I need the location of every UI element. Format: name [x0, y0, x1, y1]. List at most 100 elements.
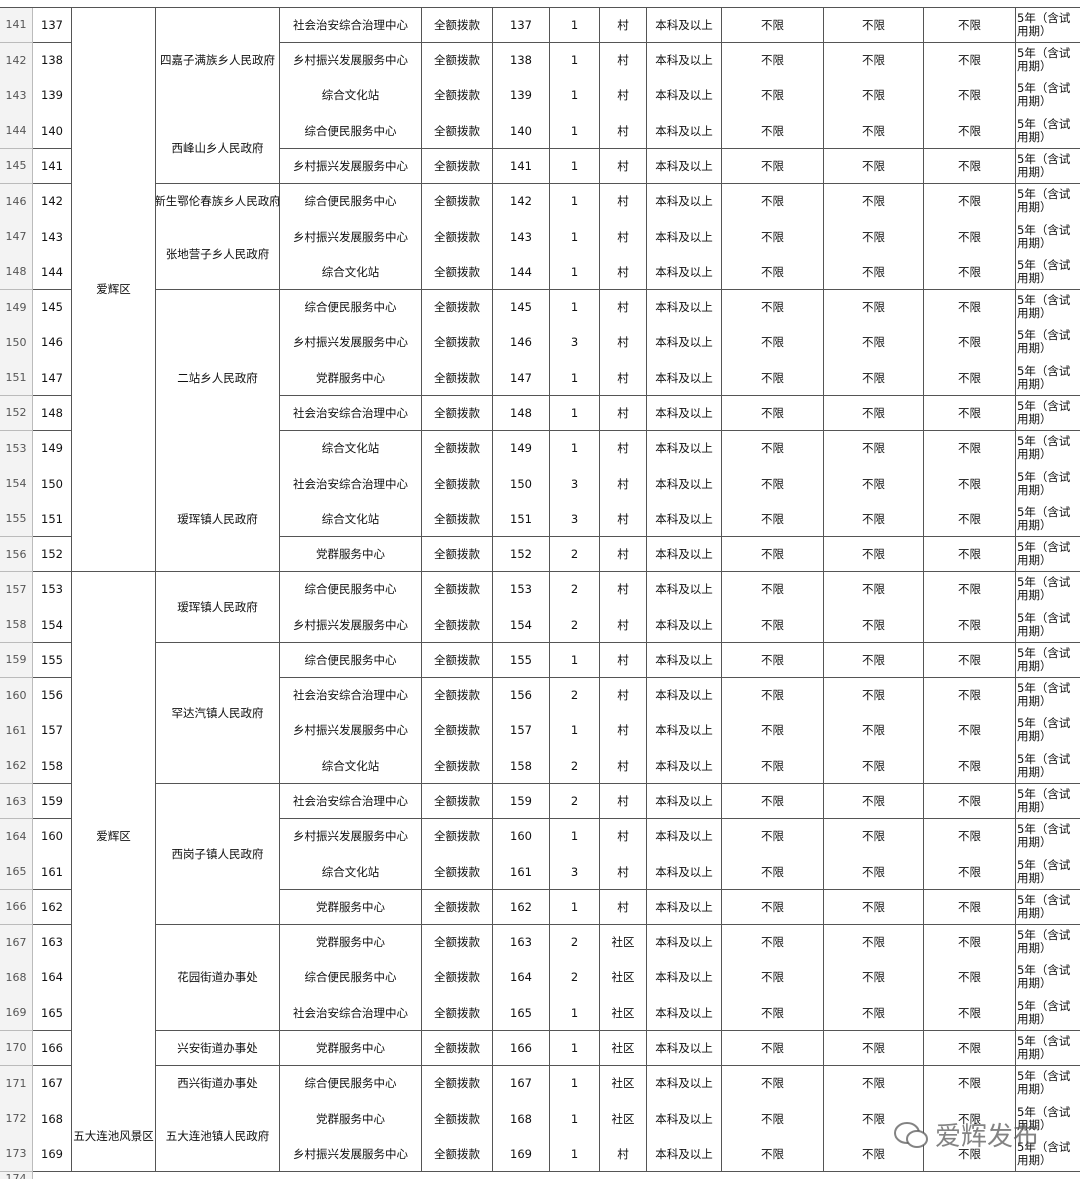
term-cell: 5年（含试用期） — [1016, 642, 1080, 679]
term-cell: 5年（含试用期） — [1016, 289, 1080, 326]
row-header: 166 — [0, 889, 33, 926]
row-header: 165 — [0, 854, 33, 890]
education-cell: 本科及以上 — [647, 1101, 722, 1137]
unit-cell: 张地营子乡人民政府 — [156, 219, 280, 291]
education-cell: 本科及以上 — [647, 219, 722, 255]
req-cell: 不限 — [924, 430, 1016, 467]
position-cell: 综合便民服务中心 — [280, 183, 422, 220]
position-cell: 乡村振兴发展服务中心 — [280, 325, 422, 361]
education-cell: 本科及以上 — [647, 571, 722, 608]
code-cell: 140 — [493, 113, 550, 150]
req-cell: 不限 — [824, 7, 924, 44]
district-cell: 五大连池风景区 — [72, 1101, 156, 1173]
unit-cell: 新生鄂伦春族乡人民政府 — [156, 183, 280, 220]
education-cell: 本科及以上 — [647, 78, 722, 114]
seq-cell: 141 — [33, 148, 72, 185]
funding-cell: 全额拨款 — [422, 713, 493, 749]
count-cell: 2 — [550, 607, 600, 644]
req-cell: 不限 — [924, 183, 1016, 220]
req-cell: 不限 — [824, 818, 924, 855]
code-cell: 143 — [493, 219, 550, 255]
req-cell: 不限 — [722, 78, 824, 114]
education-cell: 本科及以上 — [647, 677, 722, 714]
req-cell: 不限 — [824, 395, 924, 432]
position-cell: 综合文化站 — [280, 748, 422, 785]
watermark-icon — [894, 1121, 928, 1148]
row-header: 162 — [0, 748, 33, 785]
row-header: 163 — [0, 783, 33, 820]
seq-cell: 139 — [33, 78, 72, 114]
code-cell: 141 — [493, 148, 550, 185]
count-cell: 1 — [550, 889, 600, 926]
district-cell: 爱辉区 — [72, 7, 156, 573]
count-cell: 1 — [550, 113, 600, 150]
type-cell: 村 — [600, 571, 647, 608]
row-header: 142 — [0, 42, 33, 79]
row-header: 150 — [0, 325, 33, 361]
req-cell: 不限 — [722, 642, 824, 679]
code-cell: 161 — [493, 854, 550, 890]
req-cell: 不限 — [722, 713, 824, 749]
district-cell: 爱辉区 — [72, 571, 156, 1102]
row-header: 167 — [0, 924, 33, 961]
row-header: 173 — [0, 1136, 33, 1173]
req-cell: 不限 — [824, 924, 924, 961]
type-cell: 社区 — [600, 960, 647, 996]
seq-cell: 150 — [33, 466, 72, 502]
req-cell: 不限 — [722, 325, 824, 361]
req-cell: 不限 — [824, 748, 924, 785]
term-cell: 5年（含试用期） — [1016, 42, 1080, 79]
unit-cell: 二站乡人民政府 — [156, 289, 280, 467]
req-cell: 不限 — [722, 924, 824, 961]
row-header: 158 — [0, 607, 33, 644]
row-header: 160 — [0, 677, 33, 714]
type-cell: 村 — [600, 219, 647, 255]
funding-cell: 全额拨款 — [422, 466, 493, 502]
education-cell: 本科及以上 — [647, 289, 722, 326]
code-cell: 145 — [493, 289, 550, 326]
row-header: 154 — [0, 466, 33, 502]
term-cell: 5年（含试用期） — [1016, 7, 1080, 44]
req-cell: 不限 — [722, 1101, 824, 1137]
code-cell: 167 — [493, 1065, 550, 1102]
req-cell: 不限 — [924, 113, 1016, 150]
term-cell: 5年（含试用期） — [1016, 325, 1080, 361]
req-cell: 不限 — [722, 1030, 824, 1067]
seq-cell: 161 — [33, 854, 72, 890]
position-cell: 综合便民服务中心 — [280, 571, 422, 608]
term-cell: 5年（含试用期） — [1016, 995, 1080, 1032]
education-cell: 本科及以上 — [647, 713, 722, 749]
req-cell: 不限 — [924, 254, 1016, 291]
req-cell: 不限 — [722, 42, 824, 79]
count-cell: 3 — [550, 325, 600, 361]
funding-cell: 全额拨款 — [422, 960, 493, 996]
req-cell: 不限 — [924, 642, 1016, 679]
req-cell: 不限 — [722, 748, 824, 785]
position-cell: 乡村振兴发展服务中心 — [280, 42, 422, 79]
funding-cell: 全额拨款 — [422, 42, 493, 79]
type-cell: 村 — [600, 325, 647, 361]
req-cell: 不限 — [722, 289, 824, 326]
type-cell: 村 — [600, 148, 647, 185]
req-cell: 不限 — [824, 325, 924, 361]
position-cell: 乡村振兴发展服务中心 — [280, 818, 422, 855]
term-cell: 5年（含试用期） — [1016, 1101, 1080, 1137]
code-cell: 148 — [493, 395, 550, 432]
row-header: 148 — [0, 254, 33, 291]
seq-cell: 164 — [33, 960, 72, 996]
education-cell: 本科及以上 — [647, 395, 722, 432]
term-cell: 5年（含试用期） — [1016, 1030, 1080, 1067]
req-cell: 不限 — [722, 148, 824, 185]
count-cell: 1 — [550, 395, 600, 432]
count-cell: 2 — [550, 960, 600, 996]
term-cell: 5年（含试用期） — [1016, 360, 1080, 397]
count-cell: 3 — [550, 854, 600, 890]
position-cell: 综合文化站 — [280, 430, 422, 467]
funding-cell: 全额拨款 — [422, 78, 493, 114]
req-cell: 不限 — [824, 607, 924, 644]
code-cell: 139 — [493, 78, 550, 114]
code-cell: 154 — [493, 607, 550, 644]
position-cell: 乡村振兴发展服务中心 — [280, 713, 422, 749]
seq-cell: 143 — [33, 219, 72, 255]
term-cell: 5年（含试用期） — [1016, 960, 1080, 996]
